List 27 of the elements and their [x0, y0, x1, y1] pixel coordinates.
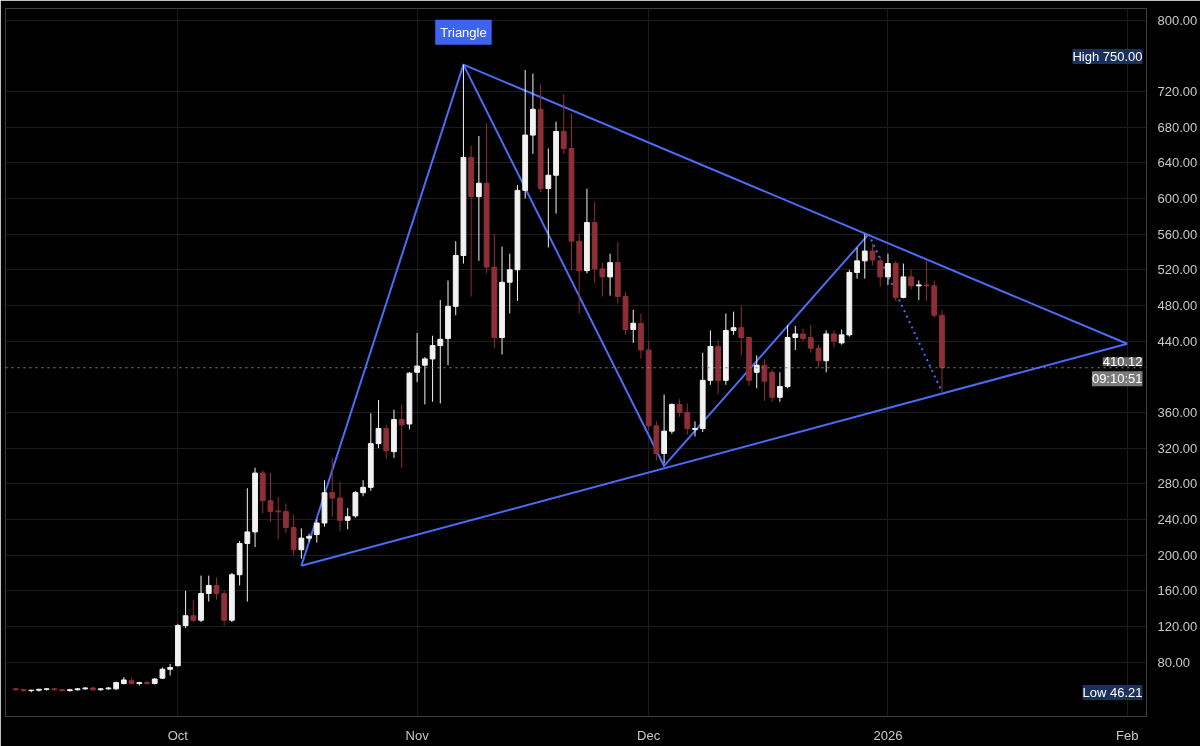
y-tick-label: 520.00 [1157, 262, 1198, 278]
y-tick-label: 720.00 [1157, 83, 1198, 99]
x-tick-label: Feb [1116, 727, 1139, 743]
y-tick-label: 680.00 [1157, 119, 1198, 135]
y-tick-label: 440.00 [1157, 333, 1198, 349]
x-tick-label: Nov [405, 727, 430, 743]
annotation: High 750.00 [1072, 49, 1143, 64]
x-tick-label: 2026 [873, 727, 903, 743]
annotation: Low 46.21 [1082, 685, 1143, 700]
y-tick-label: 560.00 [1157, 226, 1198, 242]
ref-line-label: 410.12 [1102, 354, 1143, 370]
annotation: 09:10:51 [1091, 371, 1143, 387]
y-tick-label: 200.00 [1157, 547, 1198, 563]
x-tick-label: Dec [637, 727, 661, 743]
y-tick-label: 160.00 [1157, 583, 1198, 599]
annotation: Triangle [440, 24, 487, 40]
x-tick-label: Oct [167, 727, 189, 743]
y-tick-label: 320.00 [1157, 440, 1198, 456]
y-tick-label: 480.00 [1157, 297, 1198, 313]
y-tick-label: 120.00 [1157, 618, 1198, 634]
y-tick-label: 640.00 [1157, 155, 1198, 171]
y-tick-label: 240.00 [1157, 511, 1198, 527]
y-tick-label: 800.00 [1157, 12, 1198, 28]
y-tick-label: 360.00 [1157, 404, 1198, 420]
y-tick-label: 280.00 [1157, 476, 1198, 492]
y-tick-label: 600.00 [1157, 190, 1198, 206]
y-tick-label: 80.00 [1157, 654, 1191, 670]
